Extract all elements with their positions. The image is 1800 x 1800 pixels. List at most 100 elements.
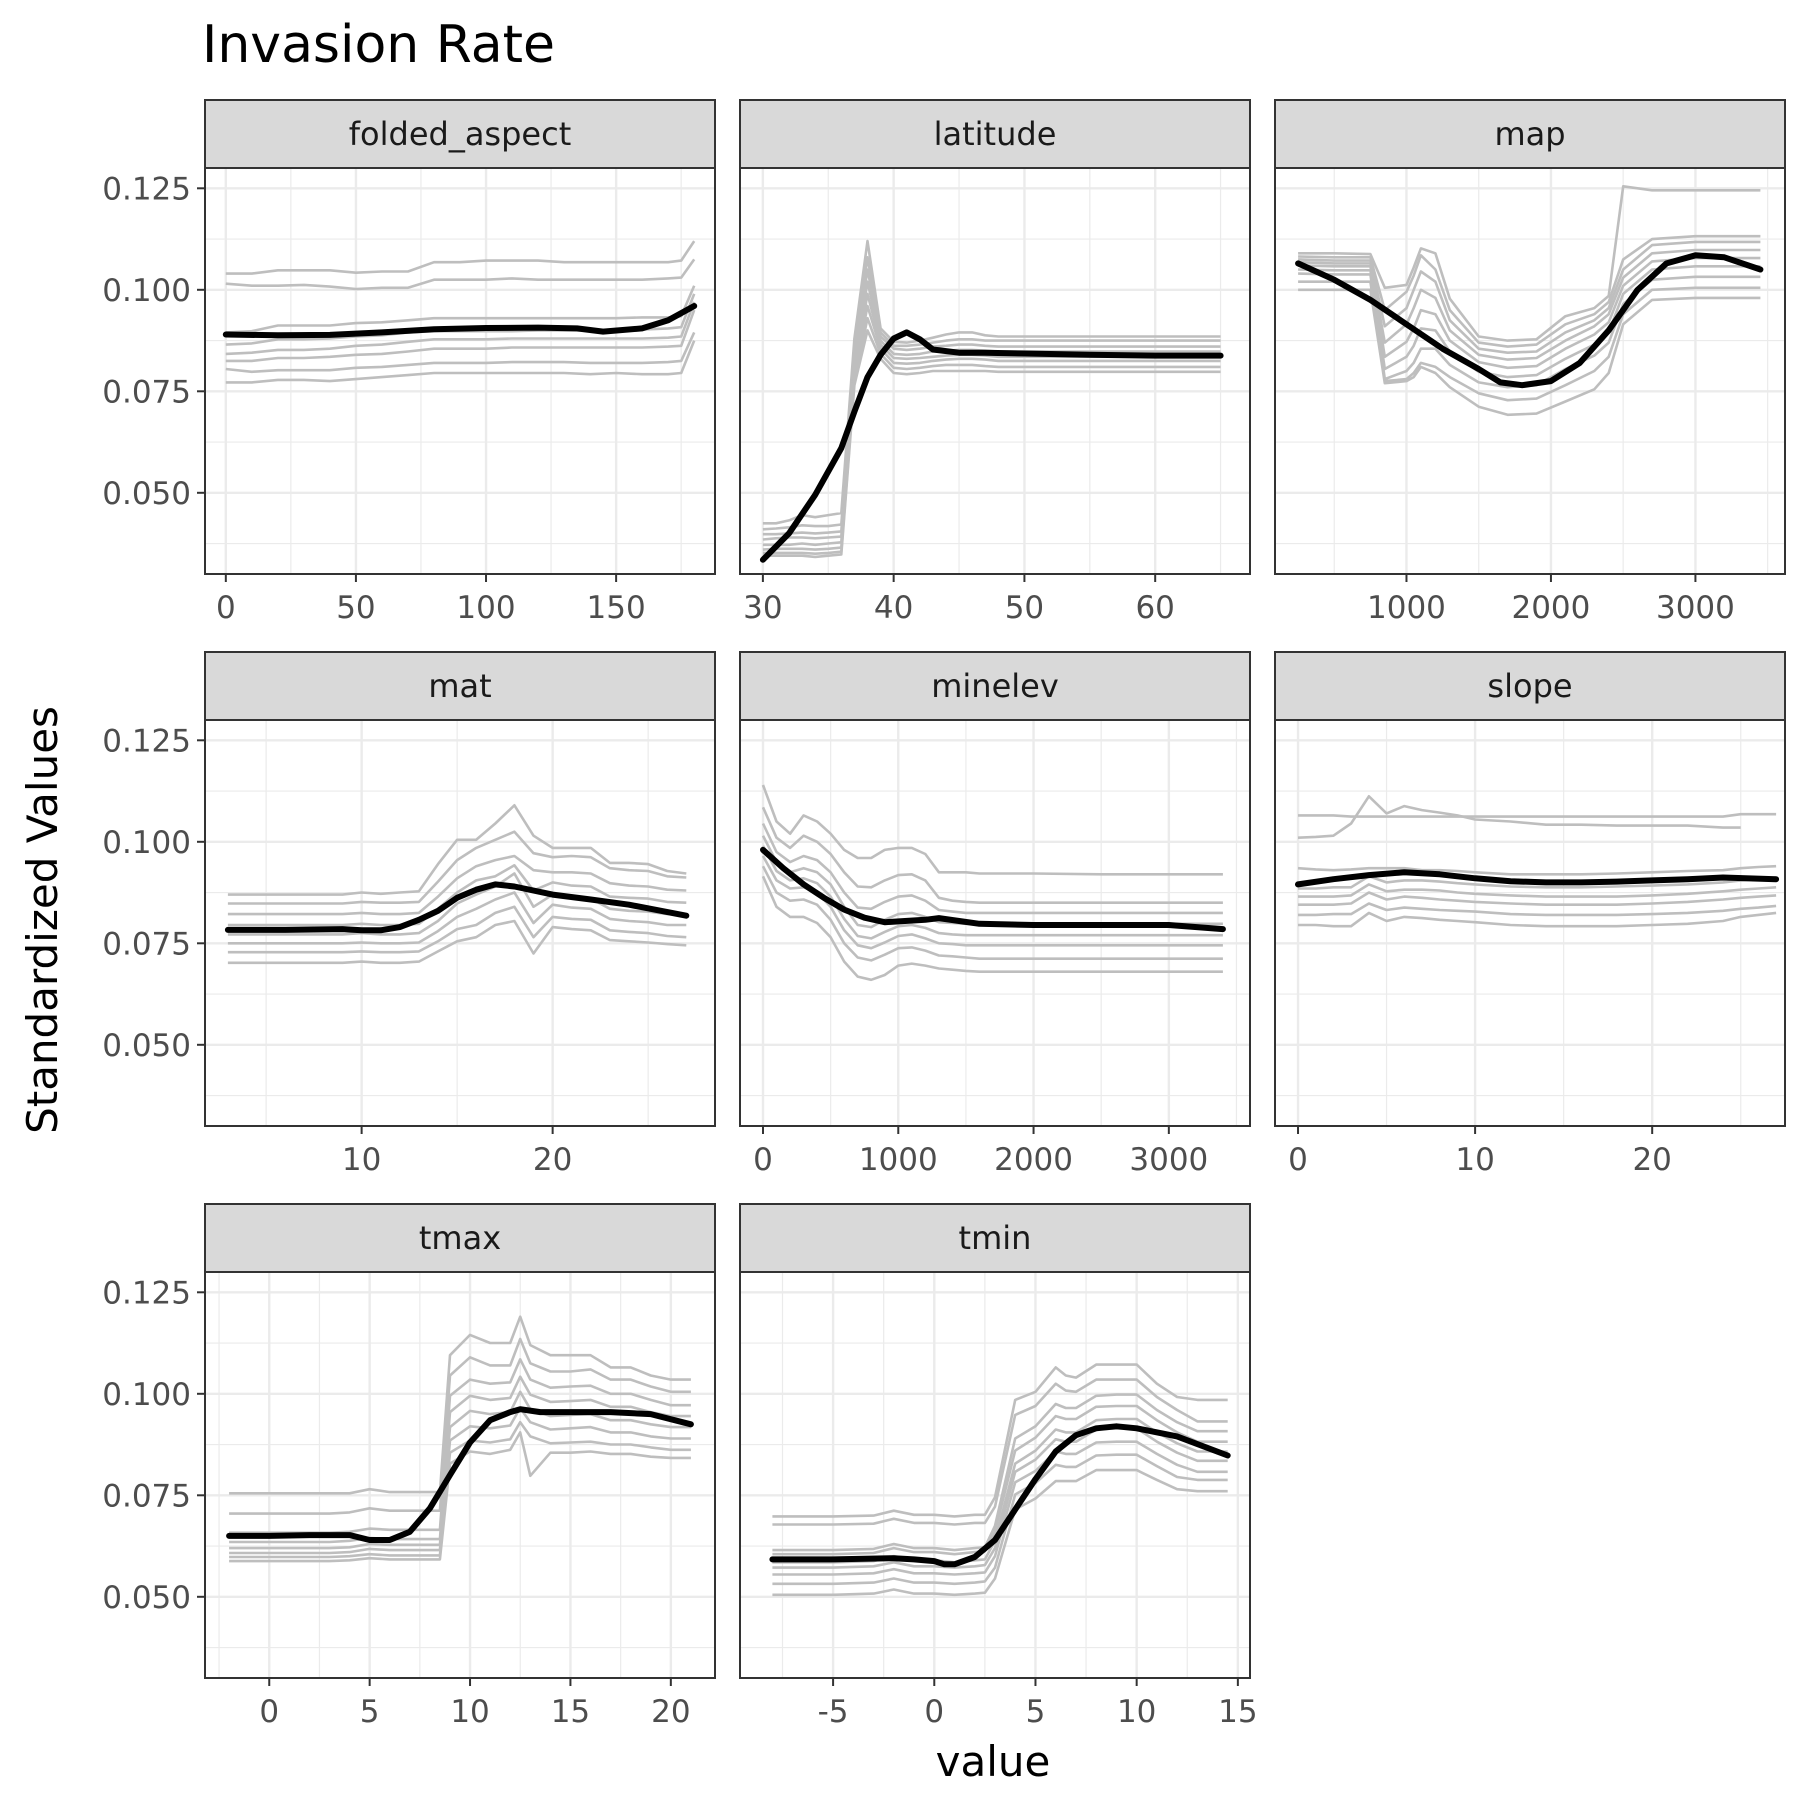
ice-line — [772, 1378, 1228, 1526]
x-tick-label: 10 — [450, 1694, 489, 1730]
strip-label: folded_aspect — [349, 115, 571, 153]
ice-line — [225, 331, 696, 374]
strip-background — [1274, 651, 1786, 721]
x-tick-label: 5 — [360, 1694, 380, 1730]
ice-line — [1298, 240, 1761, 355]
ice-line — [772, 1404, 1228, 1556]
ice-line — [225, 340, 696, 384]
ice-line — [761, 865, 1223, 962]
y-tick-label: 0.050 — [102, 476, 191, 512]
series-group — [226, 1315, 694, 1563]
mean-line — [759, 329, 1224, 563]
x-tick-label: 50 — [1005, 590, 1044, 626]
ice-line — [1298, 874, 1777, 890]
ice-line — [229, 1390, 691, 1550]
x-tick-label: 10 — [1117, 1694, 1156, 1730]
x-tick-label: -5 — [818, 1694, 849, 1730]
panel-map: map 1000 2000 3000 — [1274, 99, 1786, 626]
panel-tmin: tmin -5 0 5 10 15 — [739, 1203, 1258, 1730]
chart-title: Invasion Rate — [202, 15, 555, 75]
ice-line — [227, 854, 687, 916]
x-tick-label: 30 — [743, 590, 782, 626]
strip-label: tmin — [959, 1219, 1032, 1257]
panel-border — [739, 167, 1251, 575]
plot-background — [740, 1272, 1250, 1678]
panel-minelev: minelev 0 1000 2000 3000 — [739, 651, 1251, 1178]
ice-line — [772, 1363, 1228, 1518]
mean-line — [760, 846, 1226, 933]
ice-line — [761, 875, 1223, 982]
strip-label: minelev — [931, 667, 1059, 705]
ice-line — [229, 1420, 691, 1559]
x-tick-label: 3000 — [1129, 1142, 1208, 1178]
panel-folded-aspect: folded_aspect 0 50 100 150 0.050 0.075 0.100 0.1… — [102, 99, 716, 626]
panel-latitude: latitude 30 40 50 60 — [739, 99, 1251, 626]
x-tick-label: 0 — [1288, 1142, 1308, 1178]
ice-line — [225, 301, 696, 356]
ice-line — [225, 240, 696, 275]
ice-line — [762, 268, 1221, 536]
ice-line — [229, 1358, 691, 1534]
panel-mat: mat 10 20 0.050 0.075 0.100 0.125 — [102, 651, 716, 1178]
ice-line — [761, 806, 1223, 905]
strip-label: latitude — [934, 115, 1057, 153]
ice-line — [761, 845, 1223, 940]
panel-border — [1274, 167, 1786, 575]
x-tick-label: 5 — [1026, 1694, 1046, 1730]
ice-line — [772, 1468, 1228, 1597]
series-group — [760, 784, 1226, 982]
ice-line — [772, 1393, 1228, 1552]
strip-background — [739, 651, 1251, 721]
ice-line — [762, 292, 1221, 547]
plot-background — [1275, 168, 1785, 574]
plot-background — [205, 720, 715, 1126]
strip-label: map — [1494, 115, 1565, 153]
x-tick-label: 2000 — [1511, 590, 1590, 626]
x-tick-label: 100 — [456, 590, 515, 626]
x-tick-label: 3000 — [1656, 590, 1735, 626]
ice-line — [1298, 902, 1777, 917]
ice-line — [1297, 794, 1741, 839]
ice-line — [1298, 256, 1761, 370]
x-tick-label: 0 — [924, 1694, 944, 1730]
ice-line — [762, 304, 1221, 551]
y-tick-label: 0.075 — [102, 926, 191, 962]
strip-background — [204, 651, 716, 721]
x-tick-label: 0 — [259, 1694, 279, 1730]
x-tick-label: 20 — [1632, 1142, 1671, 1178]
y-axis-title: Standardized Values — [18, 706, 67, 1134]
series-group — [222, 240, 698, 384]
strip-label: mat — [428, 667, 491, 705]
panel-border — [204, 719, 716, 1127]
mean-line — [769, 1423, 1231, 1568]
ice-line — [225, 309, 696, 363]
series-group — [759, 239, 1224, 563]
x-tick-label: 50 — [336, 590, 375, 626]
strip-background — [204, 99, 716, 169]
ice-line — [1298, 891, 1777, 907]
ice-line — [227, 830, 687, 905]
ice-line — [1298, 288, 1761, 417]
x-tick-label: 0 — [216, 590, 236, 626]
ice-line — [772, 1440, 1228, 1576]
y-tick-label: 0.050 — [102, 1028, 191, 1064]
x-tick-label: 15 — [1218, 1694, 1257, 1730]
series-group — [1295, 794, 1780, 928]
ice-line — [229, 1315, 691, 1495]
mean-line — [224, 881, 690, 934]
x-tick-label: 40 — [874, 590, 913, 626]
series-group — [769, 1363, 1231, 1597]
y-tick-label: 0.050 — [102, 1580, 191, 1616]
ice-line — [227, 919, 687, 965]
strip-label: slope — [1487, 667, 1572, 705]
ice-line — [227, 803, 687, 896]
x-tick-label: 20 — [533, 1142, 572, 1178]
mean-line — [222, 303, 698, 339]
x-tick-label: 1000 — [1367, 590, 1446, 626]
ice-line — [227, 905, 687, 954]
ice-line — [225, 258, 696, 291]
ice-line — [772, 1453, 1228, 1586]
panel-border — [739, 1271, 1251, 1679]
series-group — [224, 803, 690, 965]
ice-line — [1298, 883, 1777, 898]
